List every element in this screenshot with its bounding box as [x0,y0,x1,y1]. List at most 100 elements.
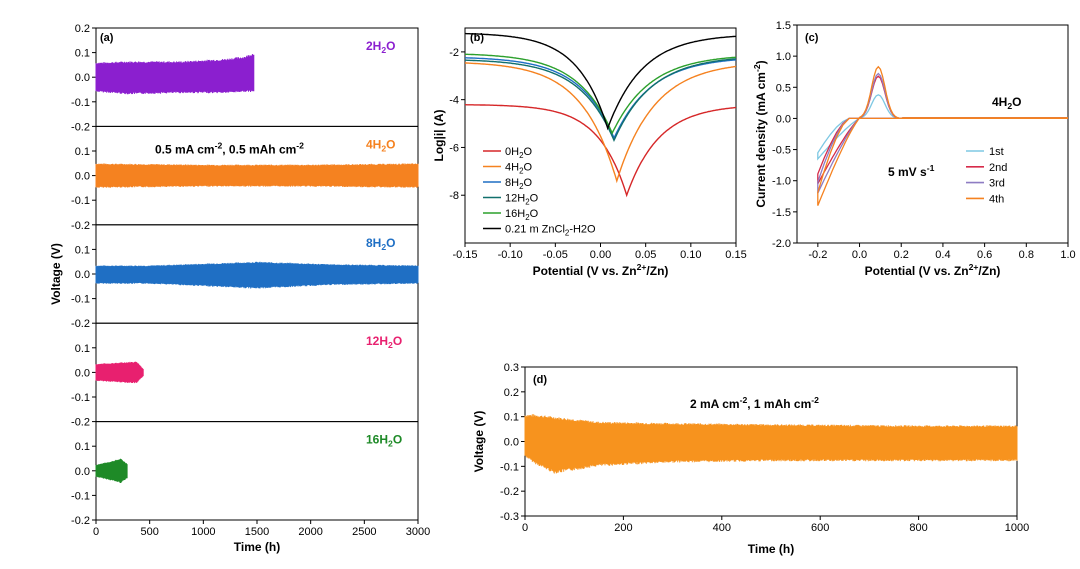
panel-b-x-axis-label-part: /Zn) [646,264,668,278]
panel-d-label: (d) [533,374,547,386]
panel-b-x-tick-label: -0.15 [452,249,477,261]
panel-b-legend-label-part: 2 [519,182,523,191]
panel-b-legend-label-part: 8H [505,177,519,189]
panel-c-label: (c) [805,32,819,44]
panel-a-label: (a) [100,32,114,44]
panel-a-series-label-part: O [386,236,395,250]
panel-a-y-tick-label: -0.2 [71,220,90,232]
panel-c-x-axis-label-part: 2+ [969,262,979,272]
panel-c-series-3rd [817,72,1068,194]
panel-b-legend-label-part: 2 [565,229,569,238]
panel-b-legend-label-part: 2 [519,151,523,160]
panel-c-legend-label: 2nd [989,162,1007,174]
panel-a-current-annotation-part: -2 [215,140,223,150]
panel-c-y-axis-label: Current density (mA cm-2) [752,60,768,207]
panel-a-y-tick-label: 0.1 [75,48,90,60]
panel-a-series-label-part: 2 [388,340,393,350]
panel-b-x-tick-label: 0.10 [680,249,701,261]
panel-a-series-8H2O [95,261,419,289]
panel-c-x-tick-label: 0.6 [977,249,992,261]
panel-a-y-tick-label: 0.0 [75,72,90,84]
panel-a-series-label-part: 2H [366,39,381,53]
panel-a-series-label-part: 12H [366,334,388,348]
panel-b-x-tick-label: -0.05 [543,249,568,261]
panel-c-legend-label: 3rd [989,178,1005,190]
panel-b-x-axis-label-part: Potential (V vs. Zn [533,264,637,278]
panel-b-legend-label-part: O [523,177,532,189]
panel-b-legend-label-part: 4H [505,162,519,174]
panel-a-series-label-part: 2 [388,439,393,449]
panel-a-series-label-part: 16H [366,433,388,447]
panel-d-x-axis-label: Time (h) [748,542,794,556]
panel-c-x-axis-label-part: Potential (V vs. Zn [865,264,969,278]
panel-b-legend-label-part: -H2O [569,224,596,236]
panel-b-series-4H2O [465,62,737,184]
panel-d-current-annotation-part: , 1 mAh cm [747,397,811,411]
panel-a-y-tick-label: 0.1 [75,146,90,158]
panel-d-y-tick-label: 0.2 [504,387,519,399]
panel-a-current-annotation-part: 0.5 mA cm [155,142,215,156]
panel-d-y-tick-label: -0.1 [500,461,519,473]
panel-c-x-tick-label: -0.2 [808,249,827,261]
panel-c-y-tick-label: 1.5 [776,20,791,32]
panel-b-x-axis-label: Potential (V vs. Zn2+/Zn) [533,262,669,278]
panel-b-legend-label: 12H2O [505,193,539,207]
panel-d-y-tick-label: -0.3 [500,511,519,523]
panel-a-x-tick-label: 1500 [245,526,269,538]
panel-a-current-annotation-part: -2 [296,140,304,150]
panel-b-series-12H2O [465,58,737,142]
panel-a-y-tick-label: -0.1 [71,490,90,502]
panel-a-x-tick-label: 2000 [298,526,322,538]
panel-d-y-tick-label: -0.2 [500,486,519,498]
panel-d-y-axis-label: Voltage (V) [472,411,486,473]
panel-c-x-tick-label: 0.2 [894,249,909,261]
panel-b-x-tick-label: -0.10 [498,249,523,261]
panel-b-y-tick-label: -8 [449,190,459,202]
panel-b-legend-label-part: 2 [525,198,529,207]
panel-c-legend-label: 1st [989,146,1004,158]
panel-a-x-tick-label: 500 [140,526,158,538]
panel-a-y-tick-label: -0.1 [71,97,90,109]
panel-d-x-tick-label: 600 [811,522,829,534]
panel-d-x-tick-label: 0 [522,522,528,534]
panel-d-y-tick-label: 0.3 [504,362,519,374]
panel-c-electrolyte-label-part: O [1012,95,1021,109]
panel-a-series-label-part: 2 [381,45,386,55]
panel-b-legend-label: 16H2O [505,208,539,222]
panel-a-x-axis-label: Time (h) [234,540,280,554]
panel-b-y-axis-label: Log|i| (A) [432,109,446,161]
panel-a-x-tick-label: 3000 [406,526,430,538]
panel-a-y-tick-label: 0.0 [75,466,90,478]
panel-c-electrolyte-label: 4H2O [992,95,1021,111]
panel-a-y-tick-label: 0.1 [75,441,90,453]
panel-d-x-tick-label: 800 [909,522,927,534]
panel-a-series-label: 16H2O [366,433,402,449]
panel-a-y-tick-label: 0.1 [75,244,90,256]
panel-a-x-tick-label: 0 [93,526,99,538]
panel-c-electrolyte-label-part: 2 [1007,101,1012,111]
panel-b-legend-label-part: 0H [505,146,519,158]
panel-b-x-tick-label: 0.00 [590,249,611,261]
panel-a-y-tick-label: -0.2 [71,515,90,527]
panel-b-y-tick-label: -6 [449,142,459,154]
panel-b-x-axis-label-part: 2+ [637,262,647,272]
panel-a-series-label: 4H2O [366,137,395,153]
panel-a-series-label-part: 2 [381,143,386,153]
panel-c-y-tick-label: 1.0 [776,51,791,63]
panel-b-legend-label-part: 2 [525,213,529,222]
panel-d-current-annotation-part: 2 mA cm [690,397,740,411]
panel-a-y-tick-label: -0.2 [71,417,90,429]
panel-d-series-voltage [524,414,1018,474]
panel-b-legend-label-part: 16H [505,208,525,220]
panel-b-legend-label: 0H2O [505,146,532,160]
panel-a-series-2H2O [95,54,255,95]
panel-c-frame [796,24,1069,244]
panel-d-x-tick-label: 1000 [1005,522,1029,534]
panel-c-y-tick-label: -0.5 [772,145,791,157]
panel-a-series-label: 12H2O [366,334,402,350]
panel-a-y-tick-label: 0.2 [75,23,90,35]
panel-b-legend-label-part: O [523,146,532,158]
panel-a-y-tick-label: -0.1 [71,195,90,207]
panel-b-legend-label: 8H2O [505,177,532,191]
panel-a-series-label-part: O [393,334,402,348]
